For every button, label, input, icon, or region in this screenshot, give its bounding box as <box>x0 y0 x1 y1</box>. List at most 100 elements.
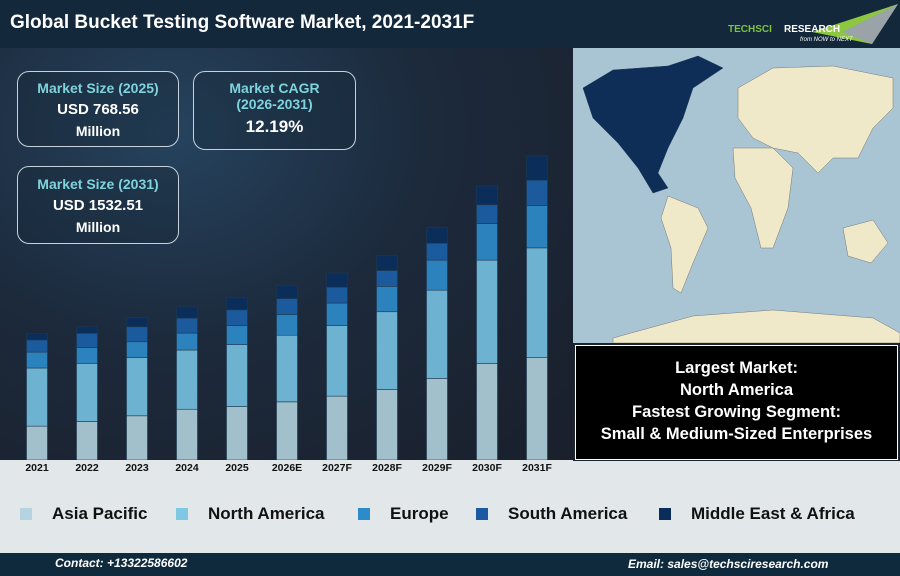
legend-item-south-america: South America <box>476 504 627 524</box>
bar-europe-2027F <box>326 302 348 326</box>
bar-south-america-2031F <box>526 179 548 206</box>
bar-asia-pacific-2027F <box>326 395 348 461</box>
header: Global Bucket Testing Software Market, 2… <box>0 0 900 48</box>
legend-swatch <box>476 508 488 520</box>
bar-south-america-2022 <box>76 333 98 348</box>
legend-label: Europe <box>390 504 449 523</box>
x-tick-label: 2021 <box>25 462 49 474</box>
bar-europe-2025 <box>226 325 248 345</box>
legend-label: North America <box>208 504 325 523</box>
kpi-market-size-2031: Market Size (2031) USD 1532.51 Million <box>17 166 179 244</box>
bar-north-america-2029F <box>426 289 448 379</box>
bar-middle-east-africa-2026E <box>276 285 298 299</box>
fastest-segment-label: Fastest Growing Segment: <box>631 403 842 421</box>
legend-label: Asia Pacific <box>52 504 148 523</box>
bar-middle-east-africa-2024 <box>176 306 198 319</box>
market-highlights: Largest Market: North America Fastest Gr… <box>575 345 898 460</box>
bar-south-america-2025 <box>226 309 248 326</box>
kpi-unit: Million <box>75 219 121 235</box>
bar-asia-pacific-2025 <box>226 406 248 461</box>
svg-text:TECHSCI: TECHSCI <box>728 24 772 35</box>
kpi-value: 12.19% <box>245 117 304 136</box>
bar-middle-east-africa-2029F <box>426 227 448 244</box>
bar-europe-2029F <box>426 259 448 291</box>
bar-middle-east-africa-2028F <box>376 255 398 271</box>
bar-europe-2028F <box>376 286 398 313</box>
x-tick-label: 2025 <box>225 462 249 474</box>
x-tick-label: 2027F <box>322 462 352 474</box>
bar-asia-pacific-2024 <box>176 408 198 461</box>
kpi-label: Market CAGR (2026-2031) <box>229 80 320 112</box>
australia <box>842 219 889 264</box>
fastest-segment-value: Small & Medium-Sized Enterprises <box>600 425 873 443</box>
largest-market-value: North America <box>679 381 794 399</box>
bar-middle-east-africa-2021 <box>26 333 48 341</box>
legend-item-middle-east-africa: Middle East & Africa <box>659 504 855 524</box>
legend-item-north-america: North America <box>176 504 325 524</box>
bar-europe-2026E <box>276 314 298 336</box>
kpi-market-size-2025: Market Size (2025) USD 768.56 Million <box>17 71 179 147</box>
x-tick-label: 2029F <box>422 462 452 474</box>
bar-north-america-2023 <box>126 357 148 417</box>
bar-north-america-2028F <box>376 311 398 390</box>
bar-north-america-2021 <box>26 367 48 427</box>
stacked-bar-chart <box>0 155 573 461</box>
bar-asia-pacific-2021 <box>26 425 48 461</box>
legend-item-europe: Europe <box>358 504 449 524</box>
x-axis-line <box>0 460 573 461</box>
legend-swatch <box>176 508 188 520</box>
legend-item-asia-pacific: Asia Pacific <box>20 504 147 524</box>
north-america-highlight <box>582 55 724 194</box>
page-title: Global Bucket Testing Software Market, 2… <box>10 12 475 33</box>
bar-europe-2022 <box>76 347 98 364</box>
bar-middle-east-africa-2027F <box>326 272 348 288</box>
antarctica <box>612 309 900 343</box>
legend-label: South America <box>508 504 628 523</box>
bar-south-america-2023 <box>126 326 148 343</box>
contact-email: Email: sales@techsciresearch.com <box>628 557 829 571</box>
legend-label: Middle East & Africa <box>691 504 855 523</box>
x-tick-label: 2024 <box>175 462 199 474</box>
svg-text:RESEARCH: RESEARCH <box>784 24 840 35</box>
bar-asia-pacific-2022 <box>76 421 98 461</box>
legend-swatch <box>358 508 370 520</box>
bar-europe-2031F <box>526 205 548 249</box>
chart-legend: Asia Pacific North America Europe South … <box>0 461 900 553</box>
legend-swatch <box>659 508 671 520</box>
bar-europe-2024 <box>176 332 198 351</box>
bar-asia-pacific-2029F <box>426 378 448 461</box>
bar-asia-pacific-2030F <box>476 363 498 461</box>
x-tick-label: 2023 <box>125 462 149 474</box>
bar-north-america-2031F <box>526 247 548 358</box>
bar-middle-east-africa-2023 <box>126 317 148 328</box>
bar-south-america-2026E <box>276 298 298 315</box>
kpi-cagr: Market CAGR (2026-2031) 12.19% <box>193 71 356 150</box>
world-map <box>573 48 900 343</box>
bar-europe-2023 <box>126 341 148 358</box>
bar-europe-2030F <box>476 223 498 261</box>
kpi-label: Market Size (2025) <box>37 80 159 96</box>
svg-text:from NOW to NEXT: from NOW to NEXT <box>800 37 854 43</box>
x-tick-label: 2026E <box>271 462 303 474</box>
x-tick-label: 2022 <box>75 462 99 474</box>
x-tick-label: 2030F <box>472 462 502 474</box>
bar-europe-2021 <box>26 351 48 369</box>
legend-swatch <box>20 508 32 520</box>
bar-north-america-2027F <box>326 325 348 397</box>
kpi-unit: Million <box>75 123 121 139</box>
x-tick-label: 2028F <box>372 462 402 474</box>
south-america <box>660 195 709 294</box>
x-tick-label: 2031F <box>522 462 552 474</box>
bar-middle-east-africa-2025 <box>226 297 248 311</box>
bar-south-america-2029F <box>426 242 448 261</box>
bar-north-america-2022 <box>76 363 98 422</box>
bar-south-america-2028F <box>376 270 398 287</box>
bar-middle-east-africa-2022 <box>76 326 98 334</box>
bar-north-america-2024 <box>176 349 198 410</box>
largest-market-label: Largest Market: <box>675 359 798 377</box>
contact-phone: Contact: +13322586602 <box>55 556 188 570</box>
kpi-label: Market Size (2031) <box>37 176 159 192</box>
techsci-logo: TECHSCI RESEARCH from NOW to NEXT <box>728 4 898 44</box>
bar-asia-pacific-2028F <box>376 389 398 461</box>
bar-north-america-2030F <box>476 259 498 364</box>
